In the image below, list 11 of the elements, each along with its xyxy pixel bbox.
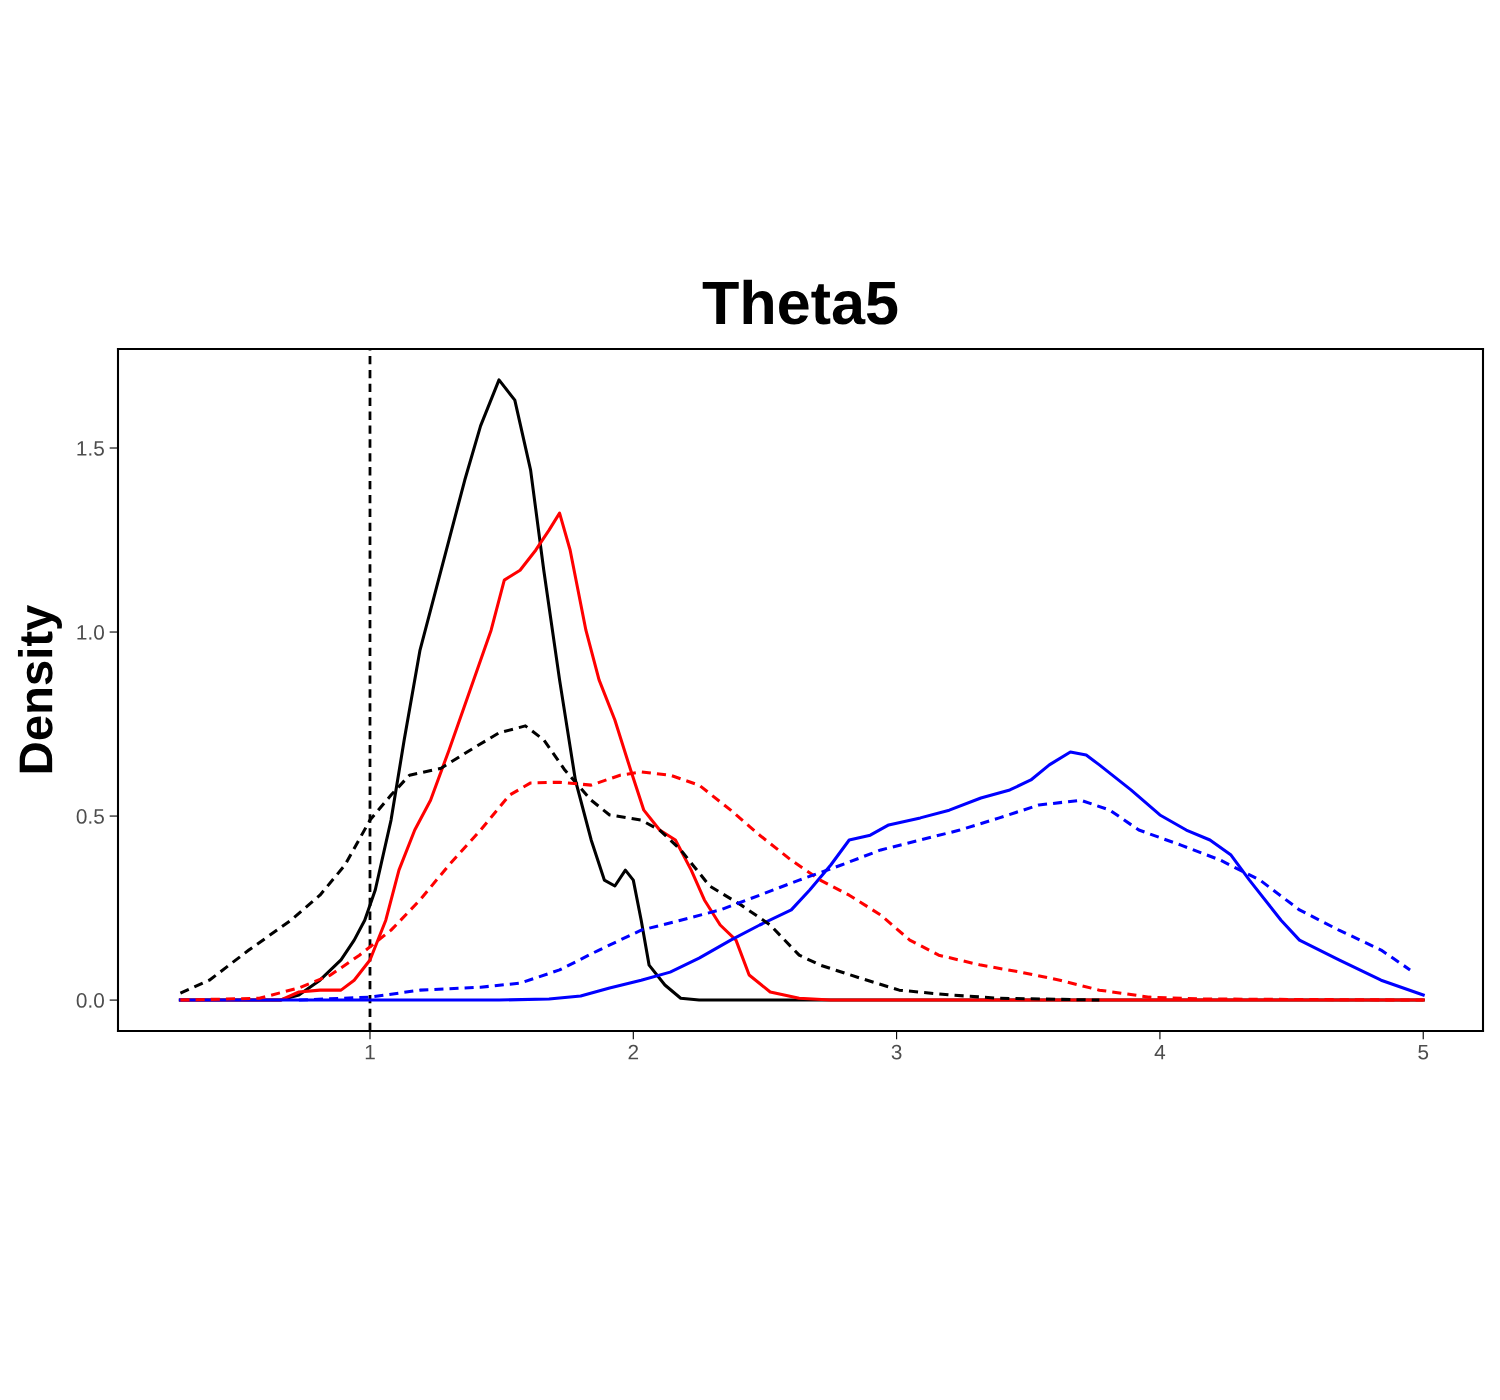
x-tick-label: 2: [628, 1044, 639, 1060]
y-axis-title: Density: [17, 604, 62, 773]
y-tick-label: 1.0: [77, 625, 104, 640]
y-tick-label: 0.5: [76, 809, 104, 824]
y-tick-label: 1.5: [77, 441, 104, 456]
chart-title: Theta5: [702, 279, 898, 325]
x-tick-label: 5: [1418, 1044, 1429, 1060]
x-tick-label: 1: [365, 1044, 375, 1060]
x-tick-label: 4: [1154, 1044, 1166, 1060]
y-tick-label: 0.0: [76, 993, 104, 1008]
x-tick-label: 3: [891, 1044, 902, 1060]
